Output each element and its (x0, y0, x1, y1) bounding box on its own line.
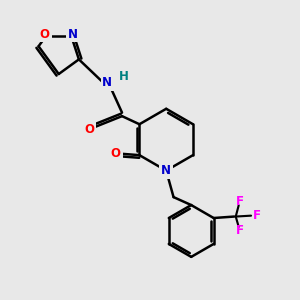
Text: N: N (68, 28, 78, 41)
Text: O: O (111, 147, 121, 160)
Text: N: N (161, 164, 171, 177)
Text: N: N (102, 76, 112, 89)
Text: H: H (118, 70, 128, 83)
Text: O: O (40, 28, 50, 41)
Text: O: O (85, 123, 94, 136)
Text: F: F (236, 195, 244, 208)
Text: F: F (253, 208, 261, 222)
Text: F: F (236, 224, 244, 237)
